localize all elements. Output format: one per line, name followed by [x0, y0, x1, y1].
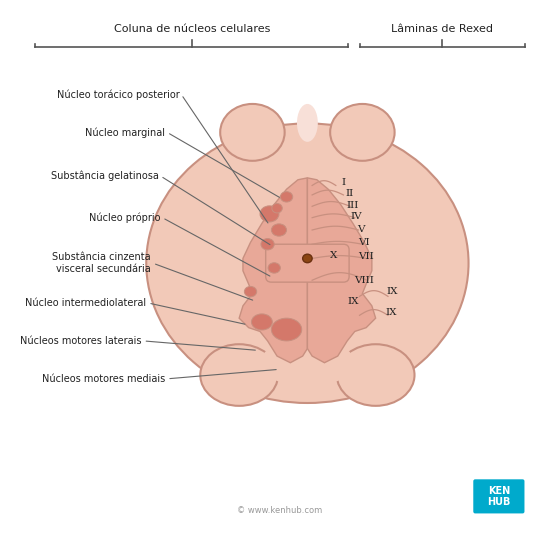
Text: © www.kenhub.com: © www.kenhub.com: [237, 506, 322, 515]
Text: HUB: HUB: [487, 497, 511, 507]
Text: IV: IV: [351, 212, 362, 221]
Ellipse shape: [260, 206, 279, 222]
FancyBboxPatch shape: [473, 479, 524, 513]
Ellipse shape: [303, 254, 312, 263]
Text: X: X: [330, 251, 337, 260]
Text: I: I: [341, 178, 345, 187]
Ellipse shape: [272, 204, 282, 213]
Ellipse shape: [220, 104, 285, 161]
Text: IX: IX: [347, 296, 359, 305]
Ellipse shape: [261, 239, 274, 250]
Text: Núcleo torácico posterior: Núcleo torácico posterior: [56, 89, 180, 100]
Ellipse shape: [271, 224, 287, 236]
Ellipse shape: [252, 314, 272, 330]
Polygon shape: [239, 178, 308, 363]
Text: Núcleo intermediolateral: Núcleo intermediolateral: [25, 298, 146, 308]
Text: Núcleo próprio: Núcleo próprio: [89, 213, 160, 223]
Polygon shape: [308, 178, 376, 363]
Ellipse shape: [280, 192, 293, 202]
Text: IX: IX: [385, 308, 397, 317]
Ellipse shape: [200, 344, 278, 406]
Text: Substância gelatinosa: Substância gelatinosa: [51, 171, 159, 181]
Ellipse shape: [260, 339, 355, 386]
Text: V: V: [357, 224, 364, 233]
Text: III: III: [346, 201, 359, 210]
Ellipse shape: [271, 318, 302, 341]
Text: VIII: VIII: [354, 276, 374, 285]
Text: Lâminas de Rexed: Lâminas de Rexed: [391, 24, 494, 34]
Ellipse shape: [146, 123, 469, 403]
Ellipse shape: [330, 104, 394, 161]
Ellipse shape: [337, 344, 415, 406]
Ellipse shape: [268, 263, 280, 273]
Ellipse shape: [297, 104, 318, 142]
Text: II: II: [346, 190, 354, 198]
Text: KEN: KEN: [488, 486, 510, 496]
Text: Núcleos motores mediais: Núcleos motores mediais: [42, 374, 165, 384]
Text: Núcleo marginal: Núcleo marginal: [85, 127, 165, 138]
Text: IX: IX: [387, 287, 399, 296]
Text: Núcleos motores laterais: Núcleos motores laterais: [20, 336, 142, 346]
FancyBboxPatch shape: [265, 244, 349, 282]
Text: VII: VII: [358, 252, 374, 261]
Text: Coluna de núcleos celulares: Coluna de núcleos celulares: [114, 24, 270, 34]
Text: Substância cinzenta
visceral secundária: Substância cinzenta visceral secundária: [52, 253, 151, 274]
Ellipse shape: [244, 286, 257, 297]
Text: VI: VI: [359, 238, 370, 247]
